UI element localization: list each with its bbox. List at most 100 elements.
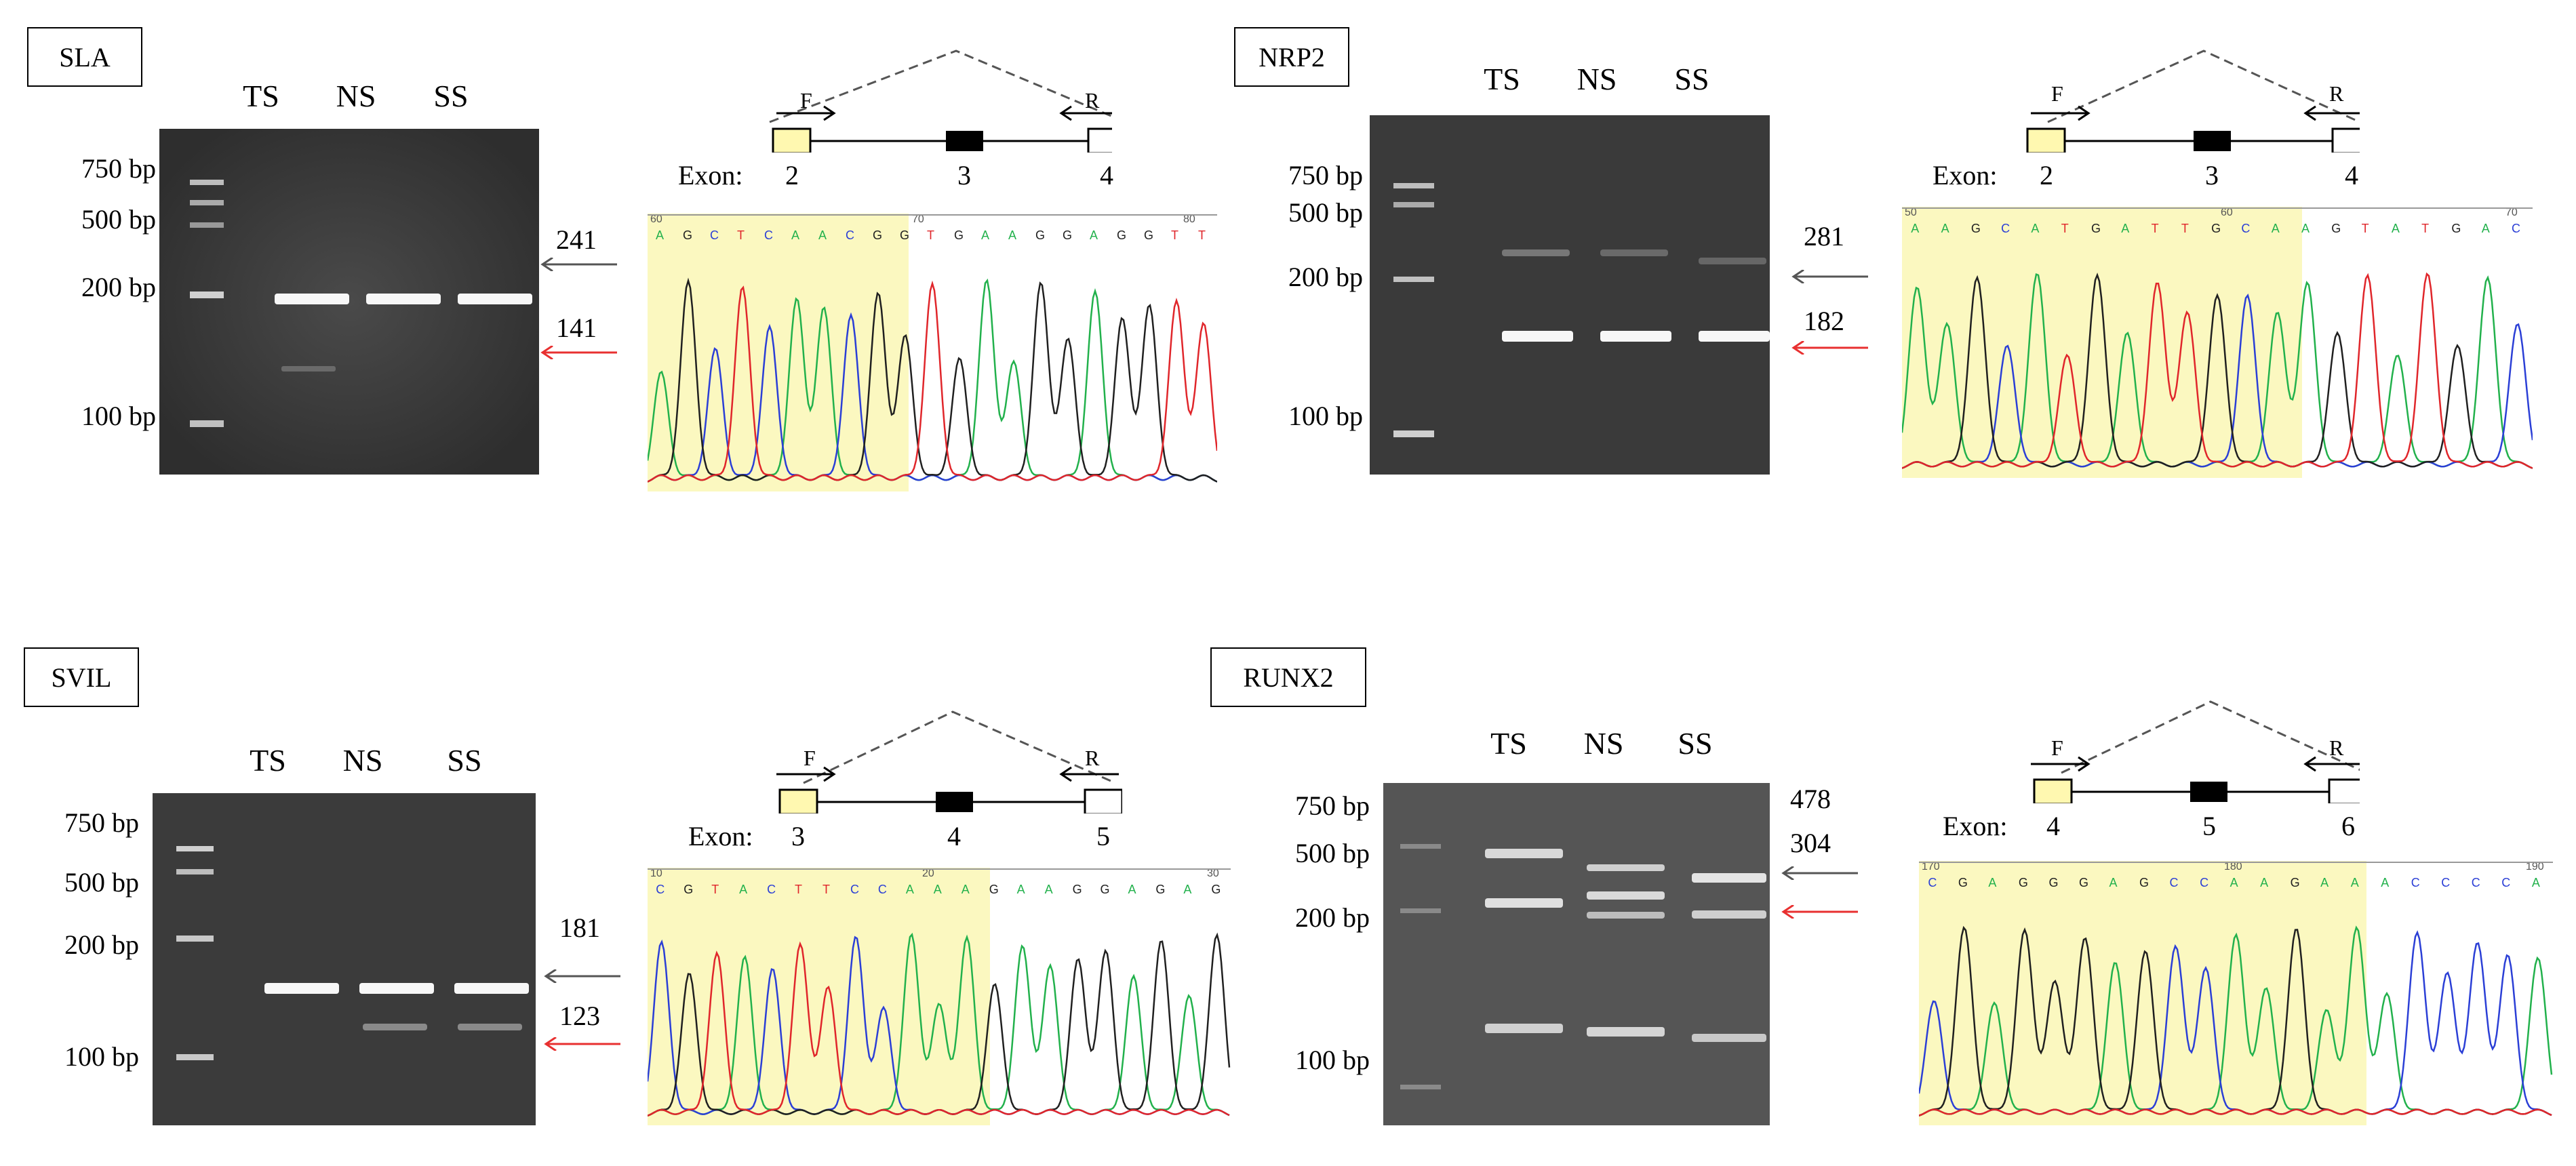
base-call: C xyxy=(846,228,854,242)
tick-mid: 70 xyxy=(912,214,924,225)
gene-label-box: SLA xyxy=(27,27,142,87)
base-call: A xyxy=(905,883,914,896)
exon-num-2: 4 xyxy=(947,821,961,851)
ladder-band xyxy=(1400,844,1441,849)
trace-T xyxy=(648,941,1230,1117)
base-call: G xyxy=(2331,222,2341,235)
ladder-band xyxy=(1393,430,1434,437)
base-call: A xyxy=(933,883,942,896)
base-call: C xyxy=(767,883,776,896)
base-call: A xyxy=(739,883,748,896)
chromatogram: 170 180 190 C G A G G G A G C C A A G A A A C C C C A xyxy=(1919,861,2553,1125)
base-call: C xyxy=(2471,876,2480,889)
tick-start: 10 xyxy=(650,868,662,879)
tick-mid: 60 xyxy=(2221,207,2233,218)
exon-num-1: 4 xyxy=(2046,811,2060,841)
gene-name: SLA xyxy=(59,41,111,73)
splicing-diagram xyxy=(2031,700,2368,805)
size-upper: 241 xyxy=(556,224,597,255)
base-call: G xyxy=(683,883,694,896)
lane-ts: TS xyxy=(250,743,286,778)
base-call: C xyxy=(2512,222,2520,235)
base-call: A xyxy=(1941,222,1949,235)
base-call: C xyxy=(2441,876,2451,889)
base-call: G xyxy=(1117,228,1127,242)
primer-f: F xyxy=(2051,736,2063,760)
ladder-band xyxy=(190,200,224,205)
band-small-ss xyxy=(1692,1034,1766,1042)
ladder-750: 750 bp xyxy=(81,153,156,184)
base-call: T xyxy=(823,883,830,896)
primer-f: F xyxy=(800,88,812,113)
exon-schematic: F R Exon: 2 3 4 xyxy=(637,44,1127,214)
trace-T xyxy=(648,280,1217,483)
chromatogram: 50 60 70 A A G C A T G A T T G C A A G T A T G A C xyxy=(1902,207,2533,478)
tick-start: 170 xyxy=(1922,861,1940,872)
band-lower-ns xyxy=(1600,331,1671,342)
tick-start: 60 xyxy=(650,214,662,225)
ladder-500: 500 bp xyxy=(1295,838,1370,868)
base-call: T xyxy=(927,228,934,242)
base-call: G xyxy=(1970,222,1981,235)
band-upper-ts xyxy=(264,983,339,994)
base-call: T xyxy=(737,228,745,242)
primer-r: R xyxy=(1085,88,1100,113)
exon-skipped-box xyxy=(2194,131,2231,151)
primer-r: R xyxy=(1085,746,1100,770)
base-call: G xyxy=(1072,883,1082,896)
base-call: G xyxy=(954,228,964,242)
base-call: G xyxy=(873,228,883,242)
gel-bands xyxy=(153,793,536,1125)
exon-num-2: 5 xyxy=(2202,811,2216,841)
lane-ss: SS xyxy=(1674,62,1709,96)
exon-num-3: 4 xyxy=(2345,160,2358,190)
base-call: T xyxy=(2421,222,2430,235)
band-upper-ts xyxy=(275,294,349,304)
arrow-upper-icon xyxy=(1781,866,1858,880)
arrow-lower-icon xyxy=(1791,341,1868,355)
trace-plot xyxy=(648,868,1231,1117)
base-call: G xyxy=(1100,883,1110,896)
band-upper-ss xyxy=(458,294,532,304)
exon-num-3: 4 xyxy=(1100,160,1113,190)
base-call: A xyxy=(791,228,800,242)
gene-label-box: SVIL xyxy=(24,647,139,707)
base-call: A xyxy=(2230,876,2238,889)
trace-A xyxy=(1919,925,2553,1117)
base-call: T xyxy=(2361,222,2369,235)
lane-ss: SS xyxy=(433,79,469,113)
gel-bands xyxy=(1370,115,1770,475)
base-call: G xyxy=(1144,228,1154,242)
primer-r: R xyxy=(2329,736,2344,760)
base-call: T xyxy=(795,883,803,896)
base-call: C xyxy=(2241,222,2251,235)
base-call: T xyxy=(1198,228,1206,242)
base-call: A xyxy=(1090,228,1098,242)
base-call: A xyxy=(2350,876,2359,889)
ladder-750: 750 bp xyxy=(1295,790,1370,821)
ladder-500: 500 bp xyxy=(81,204,156,235)
base-call: G xyxy=(2211,222,2221,235)
exon-included-box xyxy=(1084,788,1124,816)
lane-ts: TS xyxy=(1484,62,1520,96)
tick-mid: 180 xyxy=(2224,861,2242,872)
exon-included-box xyxy=(2026,127,2066,155)
lane-ss: SS xyxy=(1678,726,1713,761)
arrow-lower-icon xyxy=(540,346,617,359)
primer-r: R xyxy=(2329,81,2344,106)
position-ticks: 50 60 70 xyxy=(1902,207,2533,224)
base-call: G xyxy=(2048,876,2059,889)
base-call: A xyxy=(2031,222,2040,235)
ladder-200: 200 bp xyxy=(64,929,139,960)
exon-num-1: 3 xyxy=(791,821,805,851)
base-call: T xyxy=(2181,222,2189,235)
tick-mid: 20 xyxy=(922,868,934,879)
trace-plot xyxy=(1902,207,2533,469)
base-call: G xyxy=(1958,876,1968,889)
base-call: C xyxy=(2001,222,2010,235)
exon-num-3: 5 xyxy=(1096,821,1110,851)
band-upper-ss xyxy=(1692,873,1766,883)
exon-skipped-box xyxy=(936,792,973,812)
base-call: A xyxy=(2381,876,2390,889)
panel-runx2: RUNX2 TS NS SS 750 bp 500 bp 200 bp 100 … xyxy=(1207,637,2553,1166)
